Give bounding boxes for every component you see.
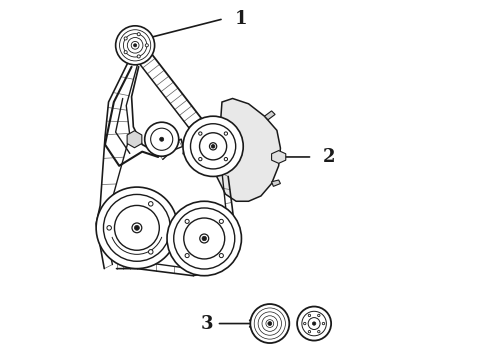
- Circle shape: [198, 157, 202, 161]
- Circle shape: [297, 306, 331, 341]
- Text: 2: 2: [323, 148, 336, 166]
- Polygon shape: [217, 99, 280, 201]
- Text: 3: 3: [200, 315, 213, 333]
- Circle shape: [200, 234, 209, 243]
- Circle shape: [148, 202, 153, 206]
- Circle shape: [134, 44, 137, 47]
- Circle shape: [132, 223, 142, 233]
- Circle shape: [318, 314, 320, 317]
- Circle shape: [308, 330, 311, 333]
- Circle shape: [318, 330, 320, 333]
- Circle shape: [308, 314, 311, 317]
- Circle shape: [134, 225, 139, 230]
- Circle shape: [137, 55, 140, 58]
- Circle shape: [210, 143, 217, 150]
- Circle shape: [137, 33, 140, 36]
- Circle shape: [220, 253, 223, 258]
- Circle shape: [124, 51, 127, 54]
- Polygon shape: [265, 111, 275, 120]
- Circle shape: [199, 133, 227, 160]
- Circle shape: [185, 253, 189, 258]
- Text: 1: 1: [234, 10, 247, 28]
- Circle shape: [198, 132, 202, 135]
- Circle shape: [184, 218, 225, 259]
- Circle shape: [145, 44, 148, 47]
- Circle shape: [167, 201, 242, 276]
- Circle shape: [313, 322, 316, 325]
- Circle shape: [202, 236, 206, 241]
- Circle shape: [304, 322, 306, 325]
- Circle shape: [224, 157, 227, 161]
- Polygon shape: [271, 150, 286, 163]
- Circle shape: [124, 37, 127, 40]
- Circle shape: [268, 321, 272, 325]
- Circle shape: [107, 226, 111, 230]
- Circle shape: [96, 187, 178, 269]
- Polygon shape: [271, 180, 280, 186]
- Circle shape: [115, 206, 159, 250]
- Polygon shape: [127, 131, 142, 148]
- Circle shape: [116, 26, 155, 65]
- Circle shape: [183, 116, 243, 176]
- Circle shape: [211, 144, 215, 148]
- Circle shape: [224, 132, 227, 135]
- Circle shape: [160, 137, 164, 141]
- Circle shape: [322, 322, 325, 325]
- Circle shape: [220, 219, 223, 224]
- Circle shape: [148, 249, 153, 254]
- Circle shape: [145, 122, 179, 156]
- Circle shape: [185, 219, 189, 224]
- Circle shape: [250, 304, 289, 343]
